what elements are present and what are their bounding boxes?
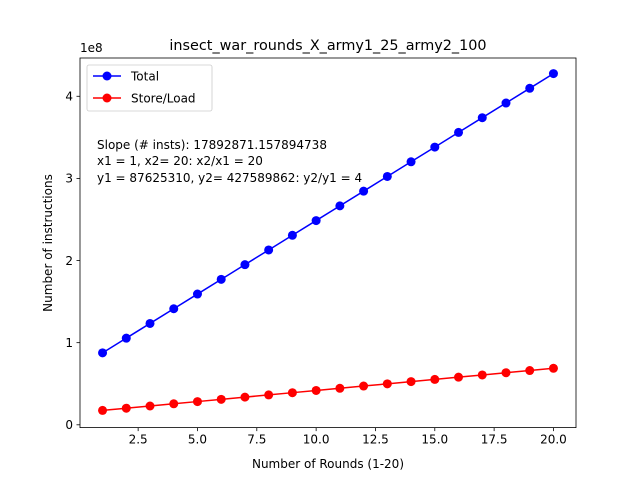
data-point-total [548,69,558,79]
legend-label-store-load: Store/Load [131,92,196,106]
data-point-store-load [311,385,321,395]
x-tick-label: 15.0 [421,433,448,447]
data-point-total [121,333,131,343]
annotation-line-1: Slope (# insts): 17892871.157894738 [97,138,327,152]
x-axis: 2.5 5.0 7.5 10.0 12.5 15.0 17.5 20.0 [129,427,567,447]
data-point-total [216,274,226,284]
data-point-store-load [240,392,250,402]
data-point-total [477,113,487,123]
data-point-store-load [264,390,274,400]
data-point-store-load [287,388,297,398]
data-point-store-load [548,363,558,373]
data-point-total [192,289,202,299]
y-axis: 0 1 2 3 4 [65,90,80,432]
x-axis-label: Number of Rounds (1-20) [252,457,404,471]
data-point-store-load [430,374,440,384]
y-tick-label: 3 [65,172,73,186]
data-point-store-load [98,405,108,415]
legend-marker-store-load [102,93,112,103]
data-point-total [287,230,297,240]
slope-annotation: Slope (# insts): 17892871.157894738 x1 =… [97,138,362,185]
y-offset-label: 1e8 [80,41,103,55]
data-point-store-load [121,403,131,413]
data-point-total [430,142,440,152]
data-point-total [501,98,511,108]
x-tick-label: 20.0 [540,433,567,447]
plot-frame [79,57,577,429]
data-point-total [169,304,179,314]
legend-marker-total [102,71,112,81]
data-point-total [335,201,345,211]
plot-area [98,69,558,415]
y-tick-label: 0 [65,418,73,432]
x-tick-label: 5.0 [188,433,207,447]
y-axis-label: Number of instructions [41,174,55,312]
annotation-line-2: x1 = 1, x2= 20: x2/x1 = 20 [97,154,263,168]
data-point-store-load [359,381,369,391]
x-tick-label: 7.5 [247,433,266,447]
data-point-total [382,171,392,181]
data-point-store-load [525,366,535,376]
y-tick-label: 2 [65,254,73,268]
annotation-line-3: y1 = 87625310, y2= 427589862: y2/y1 = 4 [97,171,362,185]
x-tick-label: 2.5 [129,433,148,447]
series-line-total [102,72,554,354]
data-point-total [145,318,155,328]
data-point-store-load [169,399,179,409]
data-point-total [240,260,250,270]
y-tick-label: 4 [65,90,73,104]
data-point-store-load [406,377,416,387]
x-tick-label: 17.5 [481,433,508,447]
data-point-total [525,83,535,93]
legend-label-total: Total [130,70,159,84]
chart-title: insect_war_rounds_X_army1_25_army2_100 [169,38,486,54]
data-point-store-load [501,368,511,378]
data-point-total [406,157,416,167]
data-point-store-load [454,372,464,382]
data-point-store-load [477,370,487,380]
data-point-store-load [382,379,392,389]
data-point-total [311,216,321,226]
data-point-store-load [192,397,202,407]
data-point-total [359,186,369,196]
legend: Total Store/Load [86,64,213,112]
x-tick-label: 12.5 [362,433,389,447]
data-point-total [264,245,274,255]
data-point-total [98,348,108,358]
x-tick-label: 10.0 [303,433,330,447]
data-point-store-load [335,383,345,393]
data-point-store-load [145,401,155,411]
data-point-store-load [216,394,226,404]
data-point-total [454,127,464,137]
y-tick-label: 1 [65,336,73,350]
